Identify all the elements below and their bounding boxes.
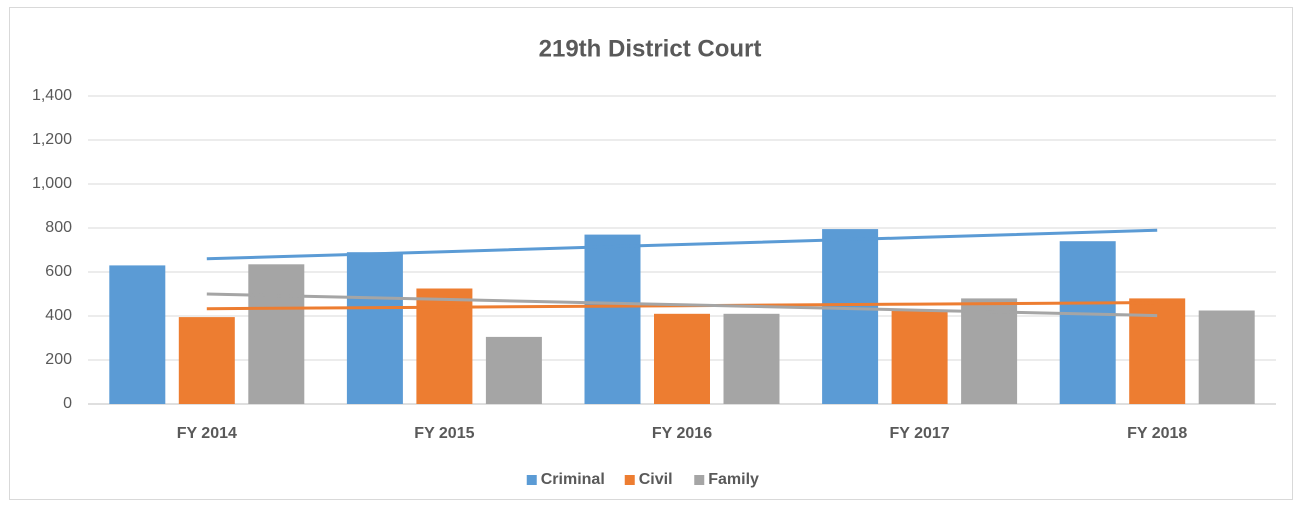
y-tick-label: 0 [63,395,72,412]
bar [178,317,235,404]
legend-swatch [526,475,537,485]
bar [654,313,710,404]
bar [109,265,166,404]
bar [961,298,1018,404]
bar [723,313,780,404]
bar [485,336,542,404]
bar [1198,310,1255,404]
bar [346,252,403,404]
legend-swatch [624,475,635,485]
x-tick-label: FY 2017 [889,425,949,442]
x-tick-label: FY 2014 [177,425,237,442]
legend-label: Civil [639,471,673,488]
y-tick-label: 200 [45,351,72,368]
y-tick-label: 400 [45,307,72,324]
y-tick-label: 600 [45,263,72,280]
x-tick-label: FY 2015 [414,425,474,442]
chart-title: 219th District Court [539,35,762,62]
y-tick-label: 1,000 [32,175,72,192]
x-tick-label: FY 2016 [652,425,712,442]
bar [584,234,641,404]
y-tick-label: 1,200 [32,131,72,148]
bar [248,264,305,404]
trendline [206,228,1158,261]
y-tick-label: 1,400 [32,87,72,104]
bar [891,310,948,404]
legend-swatch [694,475,705,485]
trendline [206,292,1158,318]
x-tick-label: FY 2018 [1127,425,1187,442]
bar [1059,241,1116,404]
bar [822,229,879,404]
legend-label: Criminal [541,471,605,488]
legend-label: Family [708,471,759,488]
y-tick-label: 800 [45,219,72,236]
